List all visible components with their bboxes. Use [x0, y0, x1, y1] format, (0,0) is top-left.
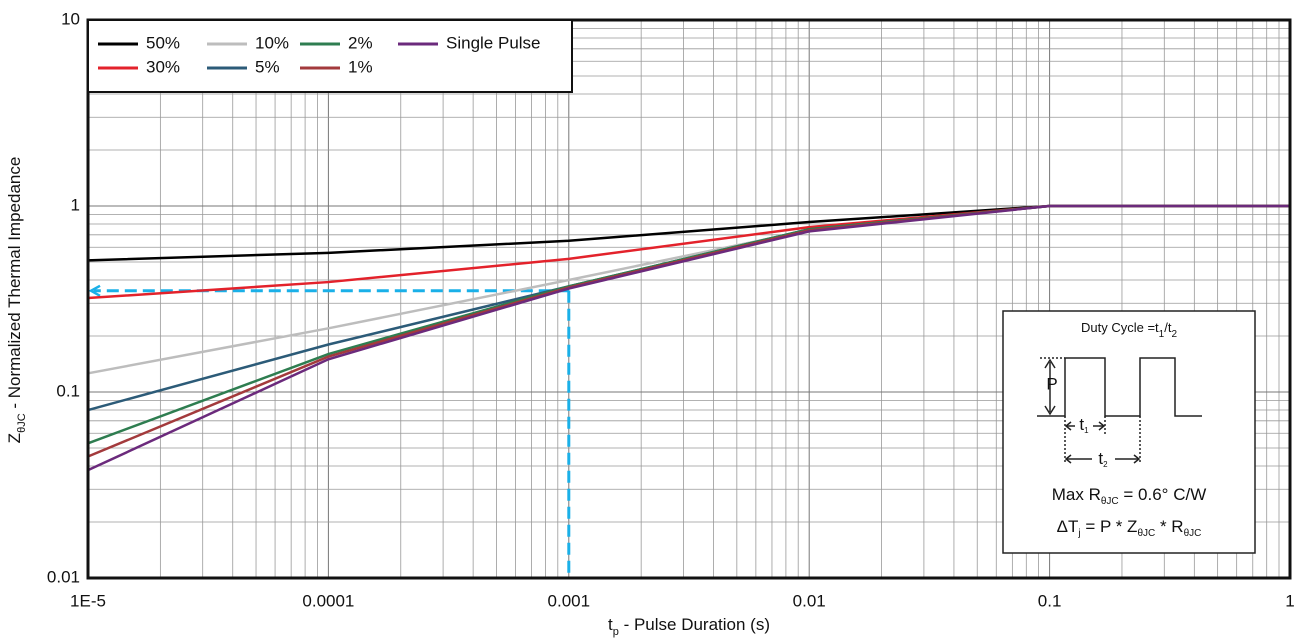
annotation: [88, 284, 571, 578]
formula-text-part: ΔT: [1057, 517, 1079, 536]
y-tick-label: 0.01: [47, 567, 80, 586]
arrowhead: [1064, 421, 1106, 431]
max-r-text: Max RθJC = 0.6° C/W: [1052, 485, 1207, 507]
pulse-label: P: [1046, 374, 1057, 393]
legend-label: 30%: [146, 57, 180, 76]
legend-box: [87, 19, 573, 93]
x-axis-label-subscript: p: [613, 626, 619, 638]
legend-label: 1%: [348, 57, 373, 76]
t1-label-subscript: 1: [1084, 426, 1089, 435]
inset-title: Duty Cycle =t1/t2: [1081, 320, 1177, 340]
arrowhead: [1044, 358, 1056, 416]
t1-label: t1: [1079, 415, 1089, 434]
x-tick-label: 0.001: [548, 591, 591, 610]
x-axis-label: tp - Pulse Duration (s): [608, 615, 770, 637]
formula-text-subscript: θJC: [1184, 528, 1202, 539]
legend-label: 10%: [255, 33, 289, 52]
x-axis-label-part: - Pulse Duration (s): [619, 615, 770, 634]
inset-title-subscript: 2: [1171, 329, 1177, 340]
inset-title-part: /t: [1164, 320, 1172, 335]
inset-title-subscript: 1: [1159, 329, 1165, 340]
inset-title-part: Duty Cycle =t: [1081, 320, 1159, 335]
t2-label-subscript: 2: [1103, 460, 1108, 469]
t1-label-part: t: [1079, 415, 1084, 434]
formula-text-part: * R: [1155, 517, 1183, 536]
legend-label: 2%: [348, 33, 373, 52]
y-axis-label-part: - Normalized Thermal Impedance: [5, 157, 24, 414]
y-tick-label: 0.1: [56, 381, 80, 400]
x-tick-label: 0.01: [793, 591, 826, 610]
annotation-arrowhead: [88, 284, 101, 297]
x-tick-label: 0.1: [1038, 591, 1062, 610]
arrowhead: [1064, 454, 1141, 464]
plot-frame: [86, 18, 1292, 580]
x-tick-label: 0.0001: [302, 591, 354, 610]
max-r-text-subscript: θJC: [1101, 496, 1119, 507]
y-tick-label: 10: [61, 9, 80, 28]
formula-text-part: = P * Z: [1081, 517, 1138, 536]
formula-text: ΔTj = P * ZθJC * RθJC: [1057, 517, 1202, 539]
y-axis-label-subscript: θJC: [16, 413, 28, 433]
series-line: [87, 204, 1290, 472]
t2-label-part: t: [1098, 449, 1103, 468]
formula-text-subscript: θJC: [1137, 528, 1155, 539]
x-tick-label: 1: [1285, 591, 1294, 610]
t2-label: t2: [1098, 449, 1108, 468]
formula-text-subscript: j: [1077, 528, 1080, 539]
legend-label: Single Pulse: [446, 33, 541, 52]
y-axis-label-part: Z: [5, 433, 24, 443]
waveform: [1037, 357, 1202, 417]
max-r-text-part: = 0.6° C/W: [1119, 485, 1207, 504]
inset-diagram: [1037, 357, 1202, 464]
y-tick-label: 1: [71, 195, 80, 214]
legend: 50% 30% 10% 5% 2% 1% Single Pulse: [87, 19, 573, 93]
inset-box: [1002, 310, 1256, 554]
y-axis-label: ZθJC - Normalized Thermal Impedance: [5, 157, 27, 444]
x-tick-label: 1E-5: [70, 591, 106, 610]
legend-label: 5%: [255, 57, 280, 76]
max-r-text-part: Max R: [1052, 485, 1101, 504]
series-line: [87, 204, 1290, 300]
x-axis-label-part: t: [608, 615, 613, 634]
legend-label: 50%: [146, 33, 180, 52]
